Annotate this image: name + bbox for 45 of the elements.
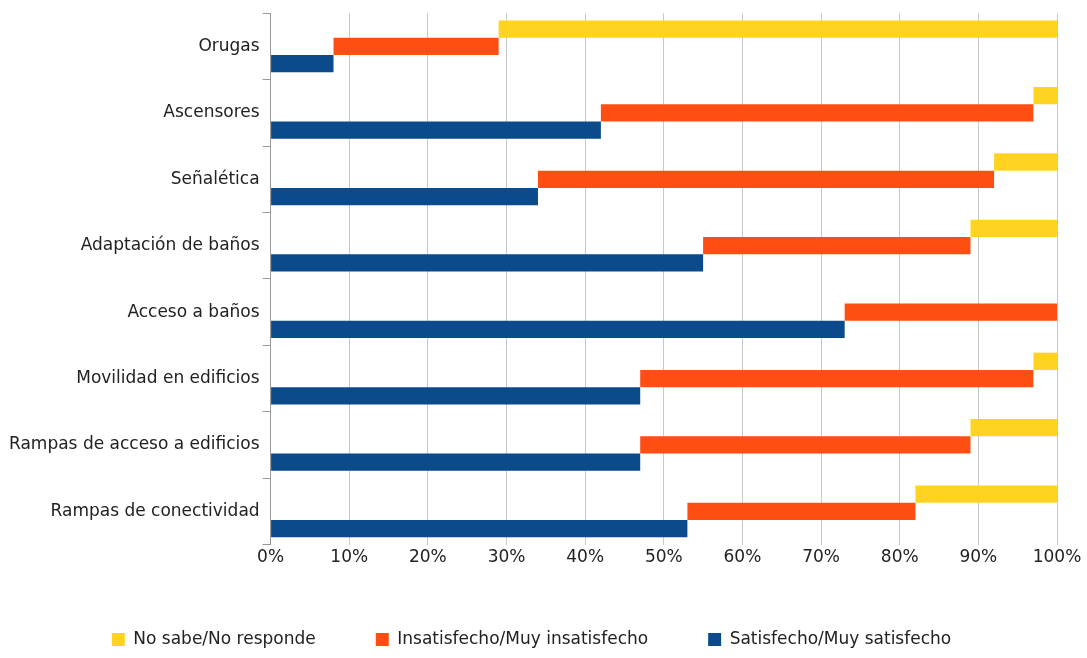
bar — [271, 387, 641, 405]
bar — [271, 254, 704, 272]
x-tick-label: 30% — [487, 546, 526, 567]
bar — [271, 187, 538, 206]
x-tick-label: 10% — [330, 546, 369, 567]
x-tick-label: 0% — [257, 546, 285, 567]
legend-label: Satisfecho/Muy satisfecho — [729, 627, 952, 648]
x-tick-label: 90% — [959, 546, 998, 567]
y-tick-label: Rampas de conectividad — [50, 499, 260, 520]
bar — [915, 485, 1057, 503]
legend-label: Insatisfecho/Muy insatisfecho — [397, 627, 649, 648]
bar — [640, 369, 1034, 388]
bar — [970, 219, 1057, 238]
y-tick-label: Orugas — [198, 34, 260, 55]
bar — [1033, 352, 1057, 370]
bar — [687, 502, 916, 521]
bar — [498, 20, 1057, 38]
bar — [333, 37, 499, 56]
bar — [1033, 86, 1057, 105]
legend-label: No sabe/No responde — [133, 627, 316, 648]
bar — [271, 55, 334, 73]
bar — [537, 170, 995, 188]
y-tick-label: Movilidad en edificios — [76, 366, 260, 387]
bar — [271, 453, 641, 471]
bar — [844, 303, 1057, 321]
y-tick-label: Rampas de acceso a edificios — [8, 433, 260, 454]
y-tick-label: Acceso a baños — [127, 300, 260, 321]
bar — [600, 104, 1034, 122]
x-tick-label: 20% — [408, 546, 447, 567]
bar — [271, 320, 845, 339]
y-tick-label: Señalética — [170, 167, 260, 188]
x-tick-label: 40% — [566, 546, 605, 567]
bar — [970, 419, 1057, 437]
bar — [271, 121, 601, 139]
x-tick-label: 100% — [1032, 546, 1082, 567]
bar — [994, 153, 1057, 171]
y-tick-label: Ascensores — [163, 101, 260, 122]
x-tick-label: 80% — [880, 546, 919, 567]
bar — [271, 520, 688, 538]
bar — [703, 237, 971, 255]
x-tick-label: 50% — [644, 546, 683, 567]
x-tick-label: 60% — [723, 546, 762, 567]
y-tick-label: Adaptación de baños — [80, 234, 260, 255]
x-tick-label: 70% — [802, 546, 840, 567]
bar — [640, 436, 971, 454]
